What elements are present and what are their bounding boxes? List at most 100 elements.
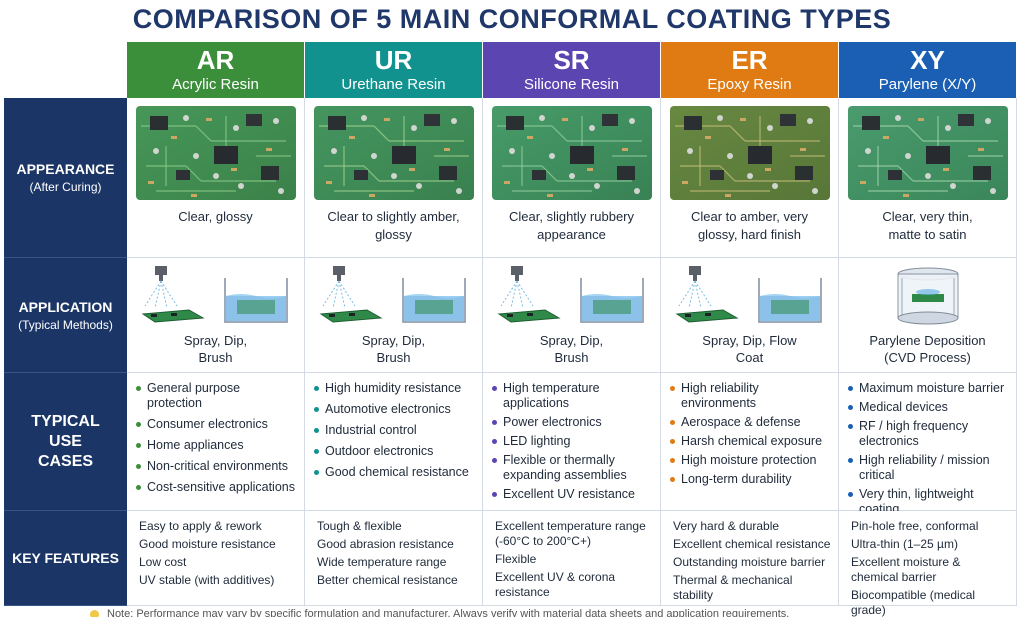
use-cases-cell-sr: High temperature applications Power elect… — [483, 373, 661, 511]
features-cell-er: Very hard & durable Excellent chemical re… — [661, 511, 839, 606]
use-case-list: General purpose protection Consumer elect… — [135, 381, 298, 495]
appearance-text: Clear, very thin, matte to satin — [882, 209, 973, 242]
feature-item: Thermal & mechanical stability — [673, 573, 793, 602]
use-cases-cell-ar: General purpose protection Consumer elect… — [127, 373, 305, 511]
use-case-text: Long-term durability — [681, 472, 792, 486]
col-name: Epoxy Resin — [707, 76, 792, 93]
bullet-dot-icon — [670, 420, 675, 425]
pcb-photo — [313, 106, 474, 200]
spray-dip-illustration — [497, 264, 647, 328]
use-case-item: Good chemical resistance — [313, 465, 476, 480]
feature-item: Easy to apply & rework — [139, 519, 262, 533]
application-cell-sr: Spray, Dip, Brush — [483, 258, 661, 373]
use-case-list: High humidity resistance Automotive elect… — [313, 381, 476, 480]
appearance-text: Clear to slightly amber, glossy — [327, 209, 460, 242]
use-case-text: Flexible or thermally expanding assembli… — [503, 453, 627, 482]
bullet-dot-icon — [136, 464, 141, 469]
cvd-chamber-illustration — [888, 264, 968, 328]
use-case-item: High humidity resistance — [313, 381, 476, 396]
bullet-dot-icon — [848, 424, 853, 429]
application-text: Spray, Dip, Brush — [183, 333, 248, 365]
col-abbr: XY — [910, 45, 945, 75]
bullet-dot-icon — [848, 458, 853, 463]
use-case-text: Good chemical resistance — [325, 465, 469, 479]
application-cell-ar: Spray, Dip, Brush — [127, 258, 305, 373]
pcb-photo — [669, 106, 830, 200]
appearance-cell-sr: Clear, slightly rubbery appearance — [483, 98, 661, 258]
appearance-cell-xy: Clear, very thin, matte to satin — [839, 98, 1017, 258]
col-head-ur: UR Urethane Resin — [305, 42, 483, 98]
use-case-text: High moisture protection — [681, 453, 817, 467]
feature-item: Good abrasion resistance — [317, 537, 454, 551]
spray-dip-illustration — [675, 264, 825, 328]
feature-item: Ultra-thin (1–25 µm) — [851, 537, 958, 551]
feature-item: Excellent UV & corona resistance — [495, 570, 616, 599]
use-case-item: Medical devices — [847, 400, 1010, 415]
spray-dip-illustration — [141, 264, 291, 328]
page-title: COMPARISON OF 5 MAIN CONFORMAL COATING T… — [132, 4, 892, 34]
use-case-text: Power electronics — [503, 415, 602, 429]
use-case-item: Excellent UV resistance — [491, 487, 654, 502]
bullet-dot-icon — [314, 428, 319, 433]
bullet-dot-icon — [670, 477, 675, 482]
bullet-dot-icon — [492, 386, 497, 391]
appearance-text: Clear, glossy — [178, 209, 253, 224]
bullet-dot-icon — [848, 492, 853, 497]
row-head-sub: (Typical Methods) — [18, 317, 113, 332]
use-case-item: Maximum moisture barrier — [847, 381, 1010, 396]
row-head-main: APPLICATION — [18, 298, 113, 315]
features-cell-xy: Pin-hole free, conformal Ultra-thin (1–25… — [839, 511, 1017, 617]
use-case-text: Home appliances — [147, 438, 244, 452]
use-case-item: Automotive electronics — [313, 402, 476, 417]
use-case-text: Non-critical environments — [147, 459, 289, 473]
use-cases-cell-ur: High humidity resistance Automotive elect… — [305, 373, 483, 511]
use-case-item: High temperature applications — [491, 381, 654, 411]
feature-item: Very hard & durable — [673, 519, 780, 533]
use-case-text: Medical devices — [859, 400, 948, 414]
use-case-text: High temperature applications — [503, 381, 600, 410]
use-case-item: Non-critical environments — [135, 459, 298, 474]
bullet-dot-icon — [136, 386, 141, 391]
bullet-dot-icon — [314, 386, 319, 391]
use-case-text: High reliability / mission critical — [859, 453, 990, 482]
use-case-text: Industrial control — [325, 423, 417, 437]
use-case-text: Automotive electronics — [325, 402, 451, 416]
application-cell-er: Spray, Dip, Flow Coat — [661, 258, 839, 373]
row-head-main: KEY FEATURES — [12, 550, 119, 566]
feature-item: Better chemical resistance — [317, 573, 458, 587]
application-text: Spray, Dip, Brush — [539, 333, 604, 365]
use-case-list: High temperature applications Power elect… — [491, 381, 654, 502]
use-case-item: Power electronics — [491, 415, 654, 430]
use-case-list: Maximum moisture barrier Medical devices R… — [847, 381, 1010, 517]
feature-item: Wide temperature range — [317, 555, 447, 569]
bullet-dot-icon — [314, 407, 319, 412]
feature-item: Flexible — [495, 552, 537, 566]
lightbulb-icon — [90, 609, 99, 617]
use-case-text: Outdoor electronics — [325, 444, 434, 458]
use-case-text: Maximum moisture barrier — [859, 381, 1005, 395]
use-case-item: Outdoor electronics — [313, 444, 476, 459]
use-case-text: Consumer electronics — [147, 417, 268, 431]
pcb-photo — [135, 106, 296, 200]
use-cases-cell-xy: Maximum moisture barrier Medical devices R… — [839, 373, 1017, 516]
bullet-dot-icon — [314, 470, 319, 475]
feature-item: Excellent chemical resistance — [673, 537, 831, 551]
use-case-text: General purpose protection — [147, 381, 241, 410]
col-abbr: AR — [196, 45, 235, 75]
col-abbr: ER — [731, 45, 768, 75]
appearance-cell-ar: Clear, glossy — [127, 98, 305, 258]
pcb-photo — [491, 106, 652, 200]
bullet-dot-icon — [136, 485, 141, 490]
corner-blank — [4, 42, 127, 98]
row-head-use-cases: TYPICAL USE CASES — [4, 373, 127, 511]
application-cell-xy: Parylene Deposition (CVD Process) — [839, 258, 1017, 373]
feature-item: Outstanding moisture barrier — [673, 555, 826, 569]
use-cases-cell-er: High reliability environments Aerospace &… — [661, 373, 839, 511]
col-head-ar: AR Acrylic Resin — [127, 42, 305, 98]
bullet-dot-icon — [670, 439, 675, 444]
appearance-cell-ur: Clear to slightly amber, glossy — [305, 98, 483, 258]
pcb-photo — [847, 106, 1008, 200]
feature-item: UV stable (with additives) — [139, 573, 275, 587]
appearance-text: Clear, slightly rubbery appearance — [509, 209, 634, 242]
col-head-sr: SR Silicone Resin — [483, 42, 661, 98]
